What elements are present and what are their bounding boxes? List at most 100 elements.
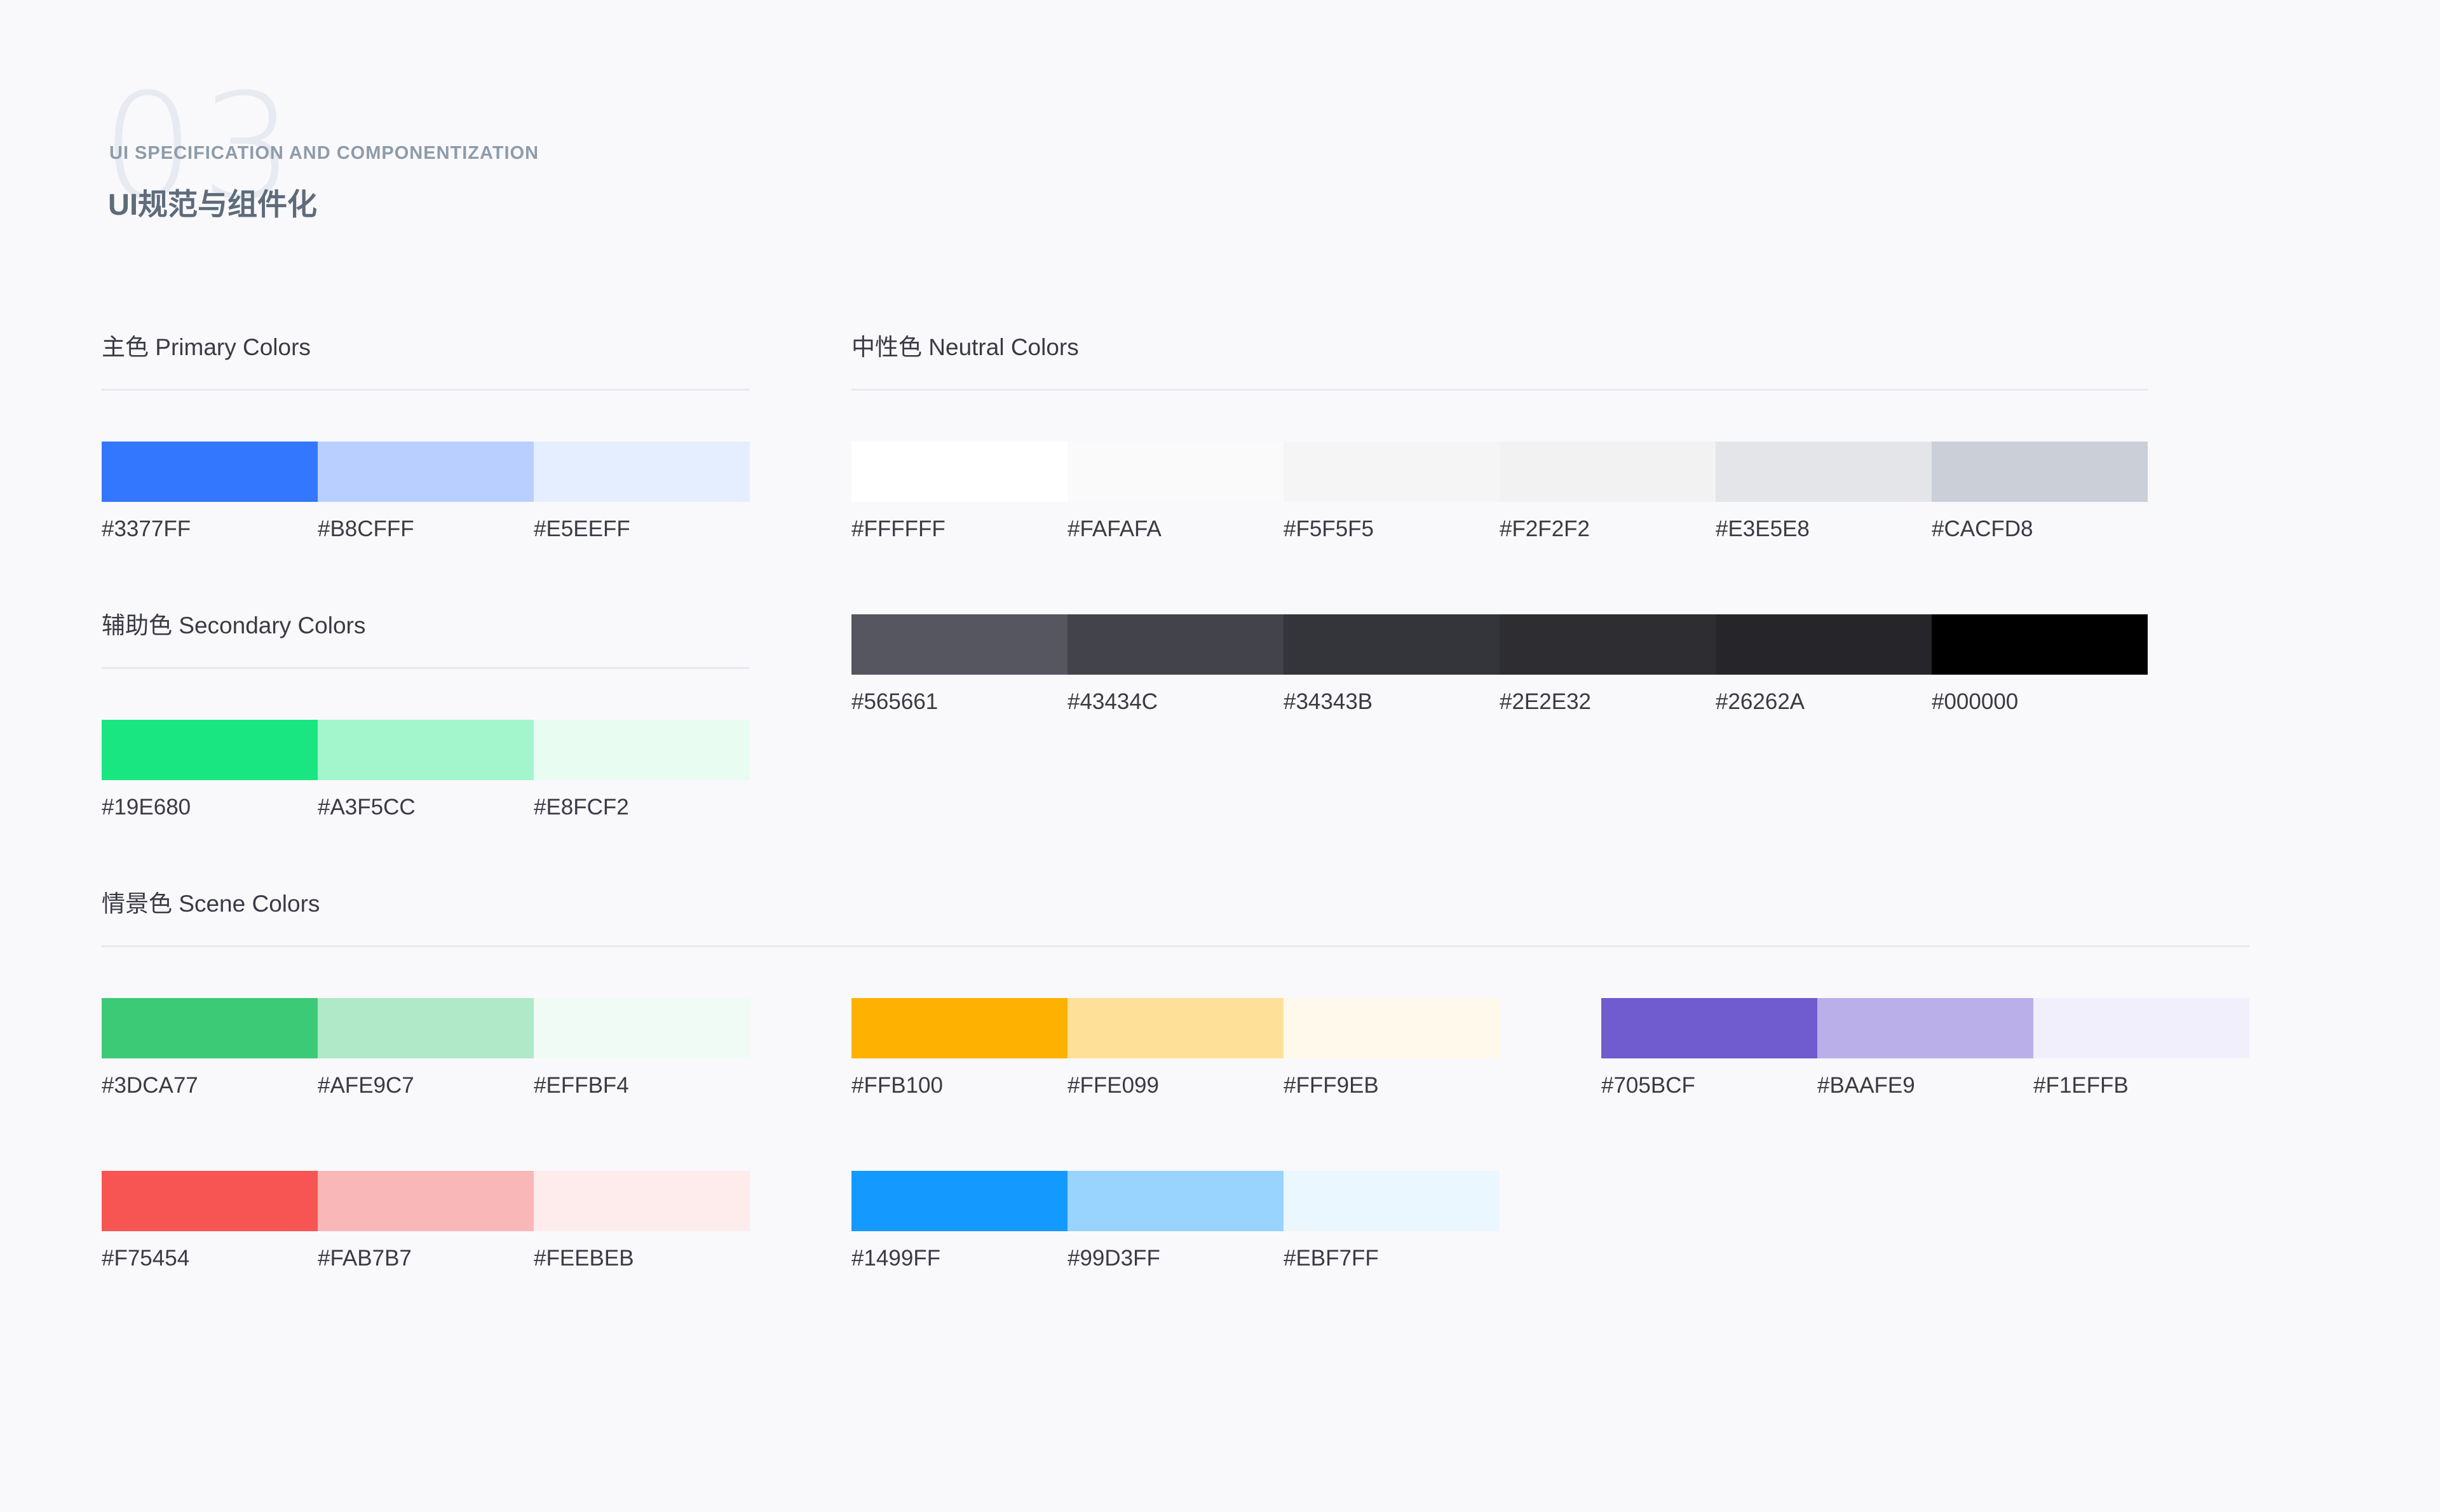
color-swatch: #26262A [1716, 614, 1932, 713]
color-chip [318, 720, 534, 780]
color-chip [1284, 442, 1500, 502]
color-chip [1284, 614, 1500, 675]
color-swatch: #F5F5F5 [1284, 442, 1500, 540]
page-title: UI规范与组件化 [108, 187, 317, 221]
primary-palette: #3377FF #B8CFFF #E5EEFF [102, 442, 750, 540]
color-chip [1601, 998, 1817, 1058]
color-chip [1068, 614, 1284, 675]
color-chip [318, 998, 534, 1058]
color-swatch: #EBF7FF [1284, 1171, 1500, 1269]
color-hex-label: #FEEBEB [534, 1246, 634, 1271]
scene-purple-palette: #705BCF #BAAFE9 #F1EFFB [1601, 998, 2249, 1097]
color-chip [318, 442, 534, 502]
color-swatch: #BAAFE9 [1817, 998, 2033, 1097]
color-swatch: #705BCF [1601, 998, 1817, 1097]
color-chip [851, 614, 1068, 675]
color-chip [1068, 998, 1284, 1058]
scene-divider [102, 945, 2249, 947]
color-swatch: #F1EFFB [2033, 998, 2249, 1097]
color-swatch: #FFB100 [851, 998, 1068, 1097]
color-swatch: #000000 [1932, 614, 2148, 713]
color-swatch: #E3E5E8 [1716, 442, 1932, 540]
color-hex-label: #26262A [1716, 689, 1805, 714]
color-hex-label: #E5EEFF [534, 516, 630, 541]
color-hex-label: #000000 [1932, 689, 2019, 714]
section-subtitle-en: UI SPECIFICATION AND COMPONENTIZATION [109, 143, 539, 163]
color-chip [1716, 442, 1932, 502]
color-hex-label: #565661 [851, 689, 939, 714]
color-swatch: #565661 [851, 614, 1068, 713]
color-swatch: #2E2E32 [1500, 614, 1716, 713]
color-swatch: #FFF9EB [1284, 998, 1500, 1097]
color-chip [1716, 614, 1932, 675]
color-swatch: #EFFBF4 [534, 998, 750, 1097]
color-swatch: #FFE099 [1068, 998, 1284, 1097]
color-chip [102, 442, 318, 502]
color-hex-label: #F2F2F2 [1500, 516, 1590, 541]
color-swatch: #43434C [1068, 614, 1284, 713]
color-hex-label: #99D3FF [1068, 1246, 1160, 1271]
neutral-dark-palette: #565661 #43434C #34343B #2E2E32 #26262A #0000… [851, 614, 2148, 713]
neutral-colors-title: 中性色 Neutral Colors [851, 334, 1079, 360]
color-swatch: #FEEBEB [534, 1171, 750, 1269]
color-hex-label: #EBF7FF [1284, 1246, 1379, 1271]
color-hex-label: #2E2E32 [1500, 689, 1592, 714]
color-hex-label: #34343B [1284, 689, 1373, 714]
color-swatch: #E5EEFF [534, 442, 750, 540]
scene-yellow-palette: #FFB100 #FFE099 #FFF9EB [851, 998, 1500, 1097]
color-swatch: #1499FF [851, 1171, 1068, 1269]
color-hex-label: #43434C [1068, 689, 1158, 714]
color-chip [102, 998, 318, 1058]
color-chip [1932, 614, 2148, 675]
color-hex-label: #705BCF [1601, 1073, 1695, 1098]
color-swatch: #AFE9C7 [318, 998, 534, 1097]
color-hex-label: #E8FCF2 [534, 795, 629, 820]
color-swatch: #3377FF [102, 442, 318, 540]
color-hex-label: #F75454 [102, 1246, 190, 1271]
color-hex-label: #FAB7B7 [318, 1246, 412, 1271]
color-chip [102, 720, 318, 780]
primary-colors-title: 主色 Primary Colors [102, 334, 311, 360]
color-hex-label: #FFE099 [1068, 1073, 1159, 1098]
color-hex-label: #BAAFE9 [1817, 1073, 1915, 1098]
color-swatch: #34343B [1284, 614, 1500, 713]
color-hex-label: #EFFBF4 [534, 1073, 629, 1098]
color-chip [1932, 442, 2148, 502]
color-chip [318, 1171, 534, 1231]
secondary-divider [102, 667, 750, 669]
color-swatch: #E8FCF2 [534, 720, 750, 818]
color-swatch: #FAFAFA [1068, 442, 1284, 540]
color-swatch: #A3F5CC [318, 720, 534, 818]
color-chip [1284, 998, 1500, 1058]
color-chip [1068, 442, 1284, 502]
color-chip [534, 720, 750, 780]
color-chip [1068, 1171, 1284, 1231]
color-hex-label: #F1EFFB [2033, 1073, 2129, 1098]
color-chip [1500, 442, 1716, 502]
color-chip [851, 442, 1068, 502]
scene-red-palette: #F75454 #FAB7B7 #FEEBEB [102, 1171, 750, 1269]
primary-divider [102, 389, 750, 391]
scene-blue-palette: #1499FF #99D3FF #EBF7FF [851, 1171, 1500, 1269]
color-swatch: #CACFD8 [1932, 442, 2148, 540]
color-swatch: #B8CFFF [318, 442, 534, 540]
scene-green-palette: #3DCA77 #AFE9C7 #EFFBF4 [102, 998, 750, 1097]
color-chip [2033, 998, 2249, 1058]
color-hex-label: #E3E5E8 [1716, 516, 1810, 541]
color-hex-label: #CACFD8 [1932, 516, 2033, 541]
color-chip [534, 442, 750, 502]
color-chip [1817, 998, 2033, 1058]
scene-colors-title: 情景色 Scene Colors [102, 891, 320, 917]
color-swatch: #3DCA77 [102, 998, 318, 1097]
color-chip [851, 998, 1068, 1058]
color-hex-label: #19E680 [102, 795, 191, 820]
section-number: 03 [102, 63, 301, 233]
color-swatch: #F2F2F2 [1500, 442, 1716, 540]
neutral-divider [851, 389, 2148, 391]
color-hex-label: #1499FF [851, 1246, 941, 1271]
color-hex-label: #AFE9C7 [318, 1073, 414, 1098]
color-hex-label: #FAFAFA [1068, 516, 1162, 541]
color-hex-label: #F5F5F5 [1284, 516, 1374, 541]
color-swatch: #99D3FF [1068, 1171, 1284, 1269]
